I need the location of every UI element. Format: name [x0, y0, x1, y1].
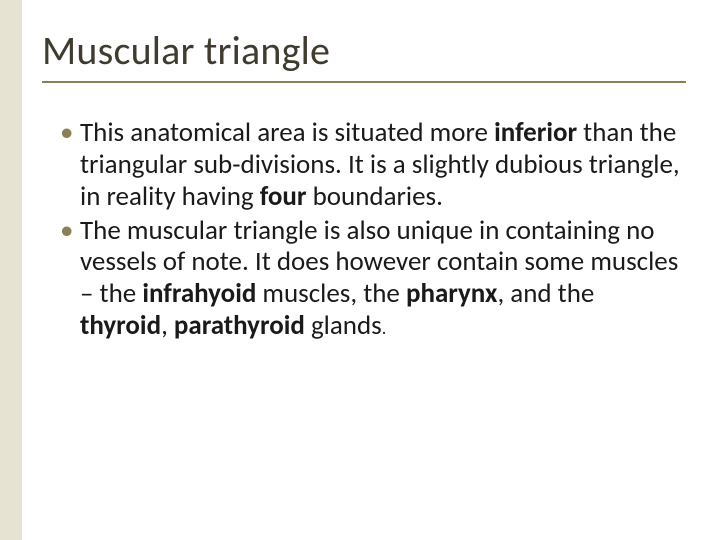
text-run: ,	[161, 309, 174, 342]
text-run: muscles, the	[256, 277, 406, 310]
text-run-bold: parathyroid	[174, 309, 305, 342]
text-run: , and the	[497, 277, 594, 310]
text-run: glands	[305, 309, 382, 342]
bullet-item: This anatomical area is situated more in…	[60, 117, 686, 213]
text-run-bold: thyroid	[80, 309, 161, 342]
text-run-bold: pharynx	[406, 277, 497, 310]
text-run-bold: inferior	[494, 116, 577, 149]
slide-title: Muscular triangle	[42, 26, 686, 83]
slide-content: Muscular triangle This anatomical area i…	[22, 0, 720, 540]
left-accent-stripe	[0, 0, 22, 540]
text-run-bold: four	[260, 180, 307, 213]
text-run: boundaries.	[306, 180, 442, 213]
text-run-bold: infrahyoid	[142, 277, 256, 310]
text-run: .	[382, 317, 387, 339]
bullet-item: The muscular triangle is also unique in …	[60, 215, 686, 342]
text-run: This anatomical area is situated more	[80, 116, 494, 149]
slide-body: This anatomical area is situated more in…	[42, 117, 686, 342]
